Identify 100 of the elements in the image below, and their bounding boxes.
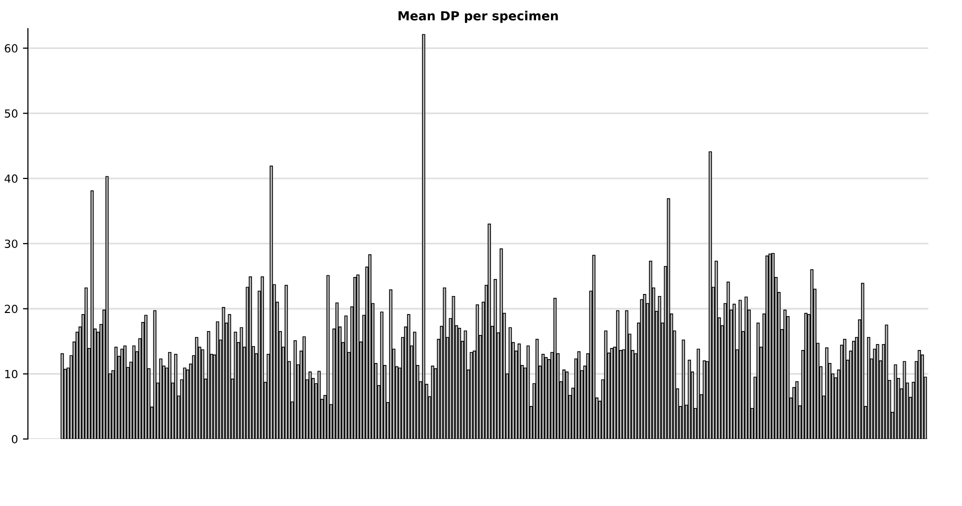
bar — [105, 176, 109, 440]
bar — [876, 344, 880, 440]
bar — [317, 370, 321, 440]
bar — [413, 332, 416, 440]
bar — [464, 330, 468, 440]
bar — [688, 360, 692, 440]
y-tick-label: 20 — [4, 304, 18, 314]
bar — [442, 287, 446, 440]
bar — [183, 368, 186, 440]
bar — [260, 276, 264, 440]
bar — [335, 302, 339, 440]
bar — [726, 282, 730, 440]
bar — [894, 364, 898, 440]
y-tick-label: 50 — [4, 109, 18, 118]
bar — [648, 260, 652, 440]
bar — [541, 354, 545, 440]
bar — [765, 256, 769, 440]
bar — [488, 224, 491, 440]
bar — [353, 277, 357, 440]
bar — [783, 310, 787, 440]
bar — [562, 370, 566, 440]
bar — [90, 190, 94, 440]
bar — [240, 327, 244, 440]
bar — [852, 340, 856, 440]
bar — [825, 347, 828, 440]
bar — [114, 346, 118, 440]
bar — [843, 338, 846, 440]
bar — [861, 282, 864, 440]
bar — [714, 260, 718, 440]
bar — [200, 349, 204, 440]
y-tick-label: 0 — [12, 434, 18, 444]
bar — [168, 352, 172, 440]
bar — [738, 300, 742, 440]
bar — [270, 166, 273, 440]
bar — [206, 331, 210, 440]
bar — [368, 254, 372, 440]
bar — [430, 366, 434, 440]
bar — [344, 315, 348, 440]
bar — [666, 198, 670, 440]
bar — [804, 312, 808, 440]
bar — [756, 322, 760, 440]
bar — [84, 287, 88, 440]
bar — [308, 371, 312, 440]
bar — [795, 381, 799, 440]
bar — [708, 151, 712, 440]
chart-title: Mean DP per specimen — [398, 10, 558, 23]
bar — [604, 330, 608, 440]
bar — [159, 358, 162, 440]
y-tick-label: 10 — [5, 370, 18, 378]
bar — [153, 310, 156, 440]
bar — [535, 338, 539, 440]
bar — [500, 248, 503, 440]
bar — [508, 327, 512, 440]
bar — [884, 324, 888, 440]
bar — [228, 314, 232, 440]
y-tick-label: 40 — [4, 174, 18, 183]
bar — [123, 345, 127, 440]
bar — [356, 274, 360, 440]
bar — [642, 294, 646, 440]
bar — [616, 310, 620, 440]
bar — [732, 304, 736, 440]
y-tick-label: 30 — [4, 240, 18, 248]
bar — [452, 296, 456, 440]
bar — [577, 351, 581, 440]
bar — [407, 314, 410, 440]
bar — [302, 336, 306, 440]
bar — [526, 345, 530, 440]
bar — [565, 371, 569, 440]
bar — [216, 321, 220, 440]
bar — [422, 34, 426, 440]
bar — [658, 296, 662, 440]
bar — [60, 353, 64, 440]
bar — [326, 275, 330, 440]
bar — [553, 298, 557, 440]
bar — [458, 328, 462, 440]
bar — [771, 252, 775, 440]
bar — [610, 348, 614, 440]
bar — [518, 343, 521, 440]
bar — [120, 348, 124, 440]
bar — [195, 336, 198, 440]
bar — [380, 312, 384, 440]
bar — [174, 354, 178, 440]
y-tick-label: 60 — [4, 44, 18, 53]
bar — [222, 307, 226, 440]
bar — [470, 352, 474, 440]
bar — [294, 340, 297, 440]
bar — [625, 310, 628, 440]
bar — [768, 254, 772, 440]
bar — [544, 357, 548, 440]
bar — [902, 361, 906, 440]
bar — [810, 269, 814, 440]
bar — [284, 284, 288, 440]
bar — [744, 296, 748, 440]
bar — [389, 289, 392, 440]
bar — [494, 279, 497, 440]
bar — [702, 360, 706, 440]
bar — [866, 336, 870, 440]
bar — [248, 276, 252, 440]
bar — [132, 345, 136, 440]
bar — [592, 254, 596, 440]
